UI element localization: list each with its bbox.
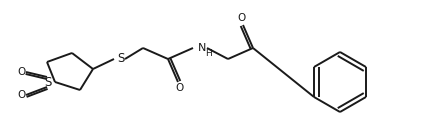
Text: N: N xyxy=(198,43,206,53)
Text: O: O xyxy=(175,83,183,93)
Text: H: H xyxy=(205,48,212,58)
Text: O: O xyxy=(17,90,25,100)
Text: S: S xyxy=(117,52,125,65)
Text: O: O xyxy=(237,13,245,23)
Text: O: O xyxy=(17,67,25,77)
Text: S: S xyxy=(45,75,52,89)
